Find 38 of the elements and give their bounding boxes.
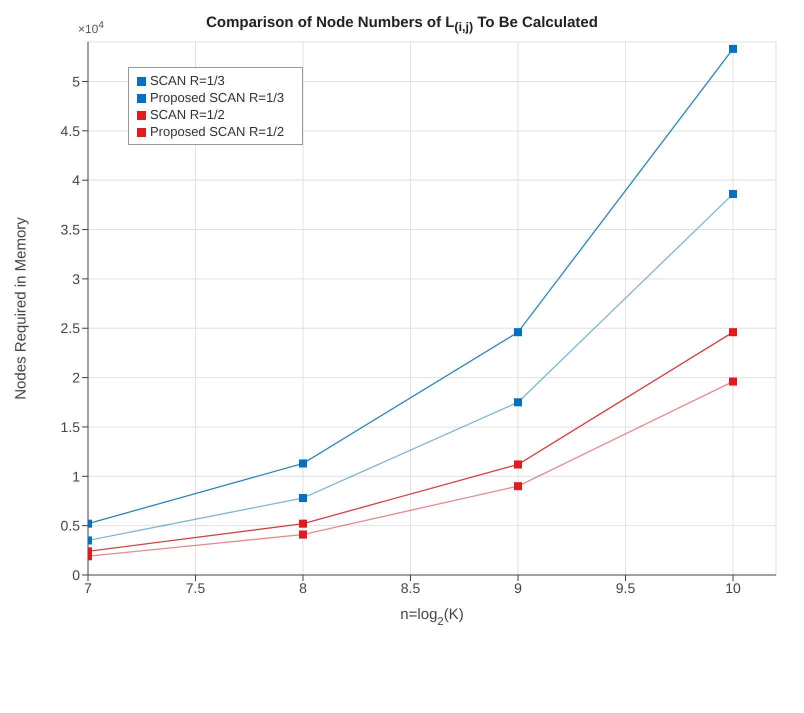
x-axis-title: n=log$_{2}$(K) — [400, 606, 464, 628]
y-axis-title: Nodes Required in Memory — [12, 216, 30, 400]
point — [299, 494, 307, 502]
point — [729, 44, 737, 53]
y-tick-label: 4 — [72, 172, 80, 188]
point — [514, 460, 522, 468]
point — [299, 530, 307, 539]
point — [729, 328, 737, 336]
y-tick-label: 2 — [72, 370, 80, 386]
x-tick-label: 7.5 — [186, 580, 206, 596]
y-tick-label: 0 — [72, 566, 80, 583]
y-tick-label: 1 — [72, 468, 80, 484]
y-tick-label: 1.5 — [60, 418, 80, 435]
y-tick-label: 3 — [72, 270, 80, 287]
y-tick-label: 0.5 — [60, 518, 80, 534]
y-tick-label: 2.5 — [60, 320, 80, 336]
legend-label: SCAN R=1/3 — [150, 73, 225, 88]
x-tick-label: 10 — [725, 580, 741, 596]
point — [299, 459, 307, 468]
x-tick-label: 9.5 — [616, 580, 636, 596]
legend-label: Proposed SCAN R=1/3 — [150, 90, 284, 105]
point — [299, 520, 307, 528]
point — [514, 328, 522, 336]
x-tick-label: 8.5 — [400, 580, 420, 596]
chart-title: Comparison of Node Numbers of L$_{(i,j)}$ To Be Calculated — [206, 14, 598, 34]
point — [514, 398, 522, 406]
x-tick-label: 9 — [514, 580, 522, 596]
point — [729, 378, 737, 386]
legend-label: Proposed SCAN R=1/2 — [150, 124, 284, 139]
point — [729, 190, 737, 198]
legend-label: SCAN R=1/2 — [150, 107, 225, 122]
text: ×10$^{4}$ — [78, 20, 104, 36]
point — [514, 482, 522, 490]
y-tick-label: 3.5 — [60, 222, 80, 238]
x-tick-label: 8 — [299, 580, 308, 596]
x-tick-label: 7 — [84, 580, 92, 596]
y-tick-label: 4.5 — [60, 122, 80, 139]
y-tick-label: 5 — [72, 73, 80, 90]
